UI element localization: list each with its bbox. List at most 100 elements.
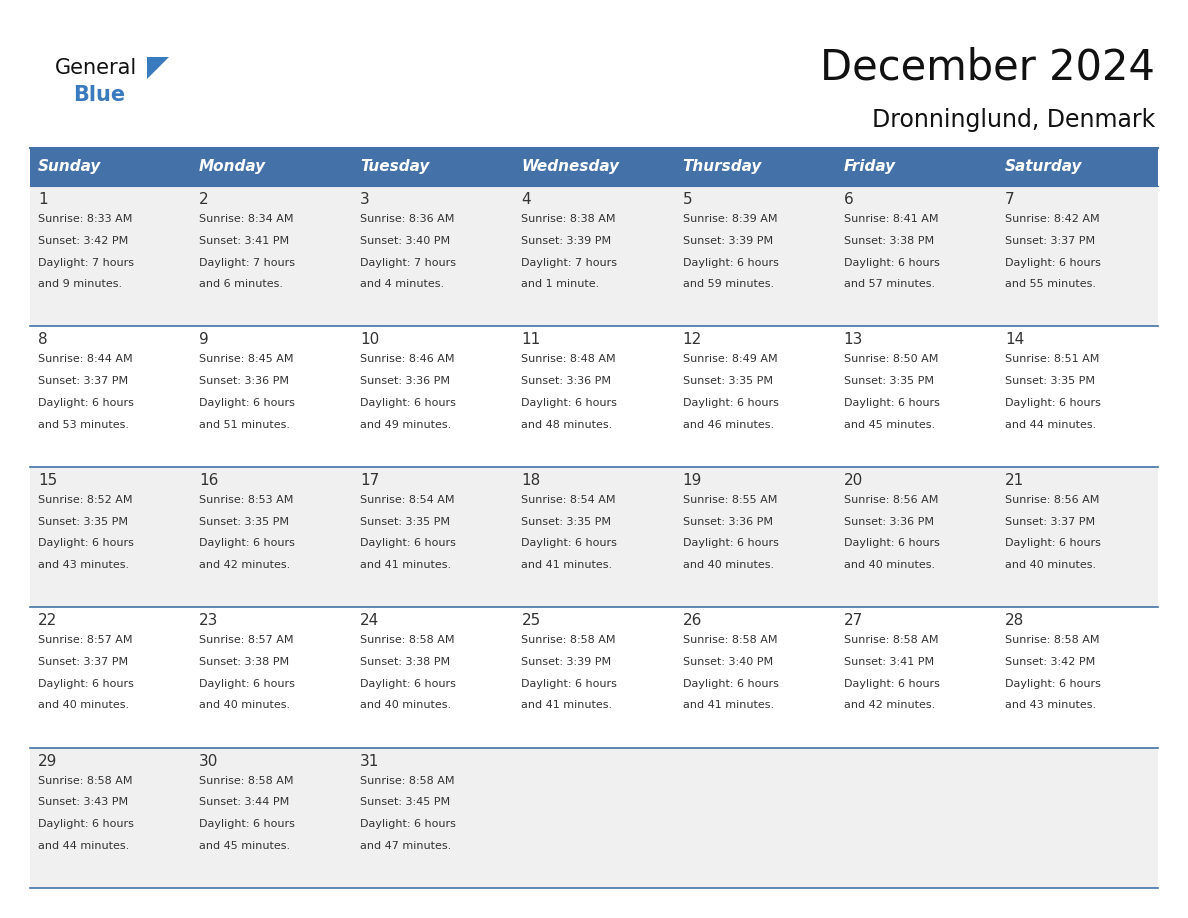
Text: 14: 14	[1005, 332, 1024, 347]
Text: Tuesday: Tuesday	[360, 160, 430, 174]
Text: Sunset: 3:37 PM: Sunset: 3:37 PM	[1005, 236, 1095, 246]
Text: Sunrise: 8:38 AM: Sunrise: 8:38 AM	[522, 214, 615, 224]
Text: Sunrise: 8:56 AM: Sunrise: 8:56 AM	[1005, 495, 1099, 505]
Bar	[191, 148, 353, 186]
Text: Sunrise: 8:51 AM: Sunrise: 8:51 AM	[1005, 354, 1099, 364]
Text: Sunrise: 8:53 AM: Sunrise: 8:53 AM	[200, 495, 293, 505]
Text: 12: 12	[683, 332, 702, 347]
Text: Sunrise: 8:34 AM: Sunrise: 8:34 AM	[200, 214, 293, 224]
Text: and 59 minutes.: and 59 minutes.	[683, 279, 773, 289]
Text: Sunrise: 8:58 AM: Sunrise: 8:58 AM	[200, 776, 293, 786]
Text: Daylight: 6 hours: Daylight: 6 hours	[38, 678, 134, 688]
Text: 28: 28	[1005, 613, 1024, 628]
Text: 24: 24	[360, 613, 379, 628]
Bar	[30, 466, 1158, 607]
Text: Daylight: 6 hours: Daylight: 6 hours	[1005, 258, 1101, 267]
Text: Sunrise: 8:57 AM: Sunrise: 8:57 AM	[38, 635, 133, 645]
Text: and 40 minutes.: and 40 minutes.	[683, 560, 773, 570]
Text: Daylight: 6 hours: Daylight: 6 hours	[522, 397, 618, 408]
Text: Sunrise: 8:49 AM: Sunrise: 8:49 AM	[683, 354, 777, 364]
Text: Sunset: 3:41 PM: Sunset: 3:41 PM	[843, 657, 934, 667]
Text: and 43 minutes.: and 43 minutes.	[1005, 700, 1097, 711]
Text: Daylight: 6 hours: Daylight: 6 hours	[1005, 678, 1101, 688]
Text: Thursday: Thursday	[683, 160, 762, 174]
Text: and 40 minutes.: and 40 minutes.	[38, 700, 129, 711]
Text: Monday: Monday	[200, 160, 266, 174]
Text: 26: 26	[683, 613, 702, 628]
Text: 13: 13	[843, 332, 864, 347]
Text: 4: 4	[522, 192, 531, 207]
Text: 10: 10	[360, 332, 379, 347]
Text: Daylight: 6 hours: Daylight: 6 hours	[360, 678, 456, 688]
Text: Daylight: 7 hours: Daylight: 7 hours	[200, 258, 295, 267]
Text: and 42 minutes.: and 42 minutes.	[200, 560, 290, 570]
Text: Sunset: 3:36 PM: Sunset: 3:36 PM	[360, 376, 450, 386]
Text: Sunrise: 8:57 AM: Sunrise: 8:57 AM	[200, 635, 293, 645]
Text: and 40 minutes.: and 40 minutes.	[200, 700, 290, 711]
Text: and 41 minutes.: and 41 minutes.	[683, 700, 773, 711]
Text: Sunset: 3:39 PM: Sunset: 3:39 PM	[522, 236, 612, 246]
Text: Daylight: 6 hours: Daylight: 6 hours	[360, 819, 456, 829]
Bar	[353, 148, 513, 186]
Text: Daylight: 6 hours: Daylight: 6 hours	[683, 538, 778, 548]
Text: 3: 3	[360, 192, 369, 207]
Text: 5: 5	[683, 192, 693, 207]
Text: Sunset: 3:35 PM: Sunset: 3:35 PM	[360, 517, 450, 527]
Text: and 1 minute.: and 1 minute.	[522, 279, 600, 289]
Text: Daylight: 7 hours: Daylight: 7 hours	[522, 258, 618, 267]
Text: Sunrise: 8:55 AM: Sunrise: 8:55 AM	[683, 495, 777, 505]
Text: Sunset: 3:40 PM: Sunset: 3:40 PM	[360, 236, 450, 246]
Text: Blue: Blue	[72, 85, 125, 105]
Text: 17: 17	[360, 473, 379, 487]
Text: Sunrise: 8:42 AM: Sunrise: 8:42 AM	[1005, 214, 1099, 224]
Text: Daylight: 7 hours: Daylight: 7 hours	[360, 258, 456, 267]
Text: 8: 8	[38, 332, 48, 347]
Text: 19: 19	[683, 473, 702, 487]
Text: Sunrise: 8:33 AM: Sunrise: 8:33 AM	[38, 214, 132, 224]
Text: Daylight: 6 hours: Daylight: 6 hours	[683, 258, 778, 267]
Text: Sunset: 3:36 PM: Sunset: 3:36 PM	[522, 376, 612, 386]
Text: and 55 minutes.: and 55 minutes.	[1005, 279, 1095, 289]
Text: Sunset: 3:36 PM: Sunset: 3:36 PM	[200, 376, 289, 386]
Text: Sunset: 3:35 PM: Sunset: 3:35 PM	[843, 376, 934, 386]
Text: and 57 minutes.: and 57 minutes.	[843, 279, 935, 289]
Text: Daylight: 6 hours: Daylight: 6 hours	[843, 538, 940, 548]
Text: and 49 minutes.: and 49 minutes.	[360, 420, 451, 430]
Text: and 41 minutes.: and 41 minutes.	[522, 560, 613, 570]
Text: Sunrise: 8:58 AM: Sunrise: 8:58 AM	[38, 776, 133, 786]
Text: Daylight: 6 hours: Daylight: 6 hours	[843, 258, 940, 267]
Text: 16: 16	[200, 473, 219, 487]
Text: Sunset: 3:45 PM: Sunset: 3:45 PM	[360, 798, 450, 807]
Text: 11: 11	[522, 332, 541, 347]
Text: Sunrise: 8:58 AM: Sunrise: 8:58 AM	[360, 776, 455, 786]
Text: Sunrise: 8:58 AM: Sunrise: 8:58 AM	[843, 635, 939, 645]
Text: Sunset: 3:35 PM: Sunset: 3:35 PM	[38, 517, 128, 527]
Text: 1: 1	[38, 192, 48, 207]
Text: Sunset: 3:41 PM: Sunset: 3:41 PM	[200, 236, 289, 246]
Text: Sunrise: 8:36 AM: Sunrise: 8:36 AM	[360, 214, 455, 224]
Text: Daylight: 6 hours: Daylight: 6 hours	[683, 397, 778, 408]
Text: 21: 21	[1005, 473, 1024, 487]
Text: Daylight: 6 hours: Daylight: 6 hours	[360, 538, 456, 548]
Text: Daylight: 6 hours: Daylight: 6 hours	[522, 538, 618, 548]
Text: Daylight: 6 hours: Daylight: 6 hours	[683, 678, 778, 688]
Bar	[30, 186, 1158, 327]
Text: Daylight: 6 hours: Daylight: 6 hours	[843, 397, 940, 408]
Text: Daylight: 6 hours: Daylight: 6 hours	[200, 678, 295, 688]
Text: and 4 minutes.: and 4 minutes.	[360, 279, 444, 289]
Text: 7: 7	[1005, 192, 1015, 207]
Text: Sunrise: 8:58 AM: Sunrise: 8:58 AM	[1005, 635, 1099, 645]
Text: Sunrise: 8:45 AM: Sunrise: 8:45 AM	[200, 354, 293, 364]
Bar	[997, 148, 1158, 186]
Text: and 46 minutes.: and 46 minutes.	[683, 420, 773, 430]
Text: Sunrise: 8:52 AM: Sunrise: 8:52 AM	[38, 495, 133, 505]
Text: Sunset: 3:44 PM: Sunset: 3:44 PM	[200, 798, 290, 807]
Text: Sunrise: 8:54 AM: Sunrise: 8:54 AM	[360, 495, 455, 505]
Text: Sunset: 3:38 PM: Sunset: 3:38 PM	[200, 657, 289, 667]
Text: Daylight: 6 hours: Daylight: 6 hours	[38, 538, 134, 548]
Text: and 41 minutes.: and 41 minutes.	[522, 700, 613, 711]
Text: Sunset: 3:35 PM: Sunset: 3:35 PM	[1005, 376, 1095, 386]
Text: and 9 minutes.: and 9 minutes.	[38, 279, 122, 289]
Text: Sunset: 3:37 PM: Sunset: 3:37 PM	[1005, 517, 1095, 527]
Text: Sunset: 3:35 PM: Sunset: 3:35 PM	[522, 517, 612, 527]
